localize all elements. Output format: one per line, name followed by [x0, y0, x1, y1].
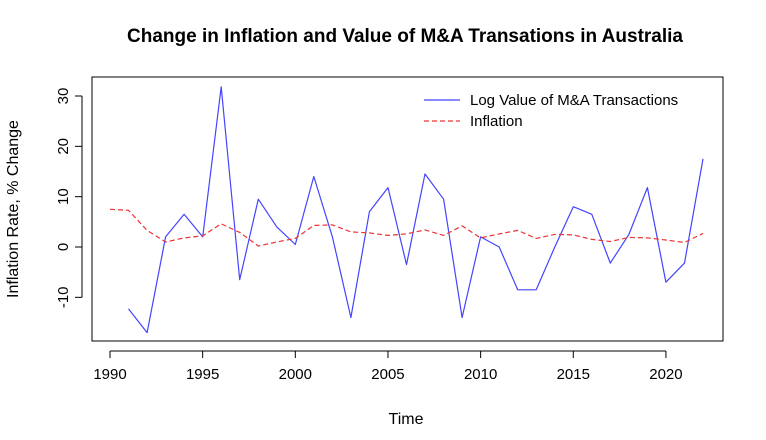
x-tick-label: 2020 — [649, 366, 682, 383]
legend-label: Inflation — [470, 113, 523, 130]
legend: Log Value of M&A Transactions Inflation — [424, 92, 678, 130]
x-tick-label: 2015 — [557, 366, 590, 383]
y-axis: -10 0 10 20 30 — [55, 88, 83, 308]
x-tick-label: 2000 — [279, 366, 312, 383]
series-line-inflation — [109, 208, 704, 247]
chart-title: Change in Inflation and Value of M&A Tra… — [127, 26, 683, 47]
x-tick-label: 1995 — [186, 366, 219, 383]
x-axis: 1990 1995 2000 2005 2010 2015 2020 — [93, 350, 683, 383]
series-line-ma-transactions — [128, 86, 704, 334]
y-tick-label: -10 — [55, 286, 72, 308]
plot-frame — [91, 76, 724, 342]
y-tick-label: 20 — [55, 138, 72, 155]
y-tick-label: 10 — [55, 188, 72, 205]
x-tick-label: 1990 — [93, 366, 126, 383]
y-axis-label: Inflation Rate, % Change — [5, 120, 22, 298]
y-tick-label: 30 — [55, 88, 72, 105]
x-tick-label: 2010 — [464, 366, 497, 383]
x-axis-label: Time — [389, 411, 424, 428]
legend-label: Log Value of M&A Transactions — [470, 92, 678, 109]
x-tick-label: 2005 — [371, 366, 404, 383]
y-tick-label: 0 — [55, 243, 72, 251]
series-layer — [109, 86, 704, 334]
